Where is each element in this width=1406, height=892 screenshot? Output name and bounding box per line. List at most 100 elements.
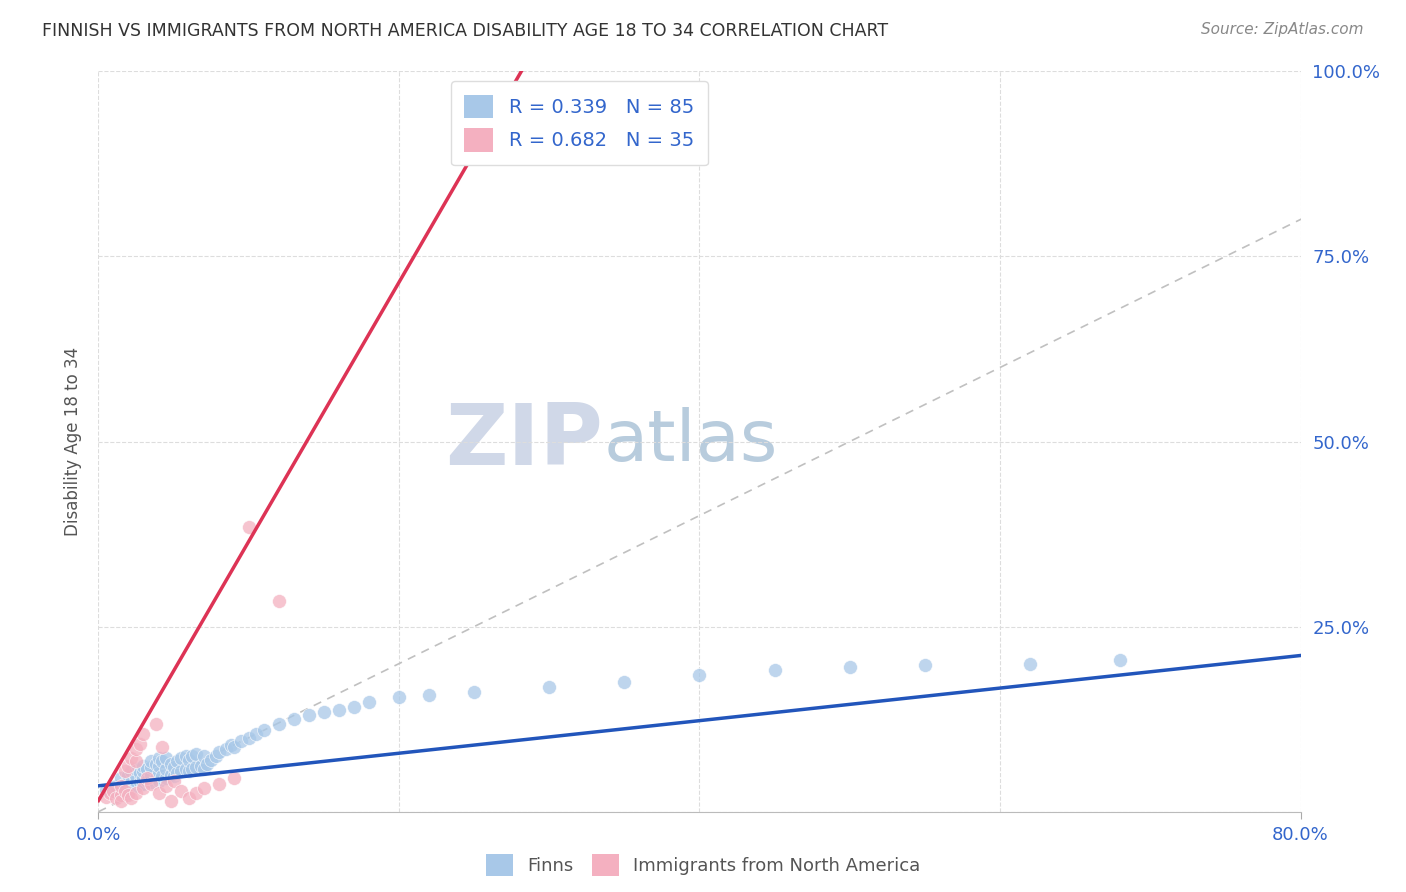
Point (166, 755, 188, 769)
Point (1109, 653, 1132, 667)
Point (121, 764, 143, 778)
Point (195, 756, 218, 771)
Point (150, 739, 173, 754)
Point (103, 784, 125, 798)
Point (170, 764, 193, 778)
Point (174, 762, 197, 776)
Point (418, 688, 440, 702)
Point (245, 727, 267, 741)
Point (208, 776, 231, 790)
Point (132, 776, 155, 790)
Point (267, 717, 290, 731)
Text: Source: ZipAtlas.com: Source: ZipAtlas.com (1201, 22, 1364, 37)
Point (159, 794, 181, 808)
Point (463, 685, 485, 699)
Text: atlas: atlas (603, 407, 778, 476)
Point (139, 775, 162, 789)
Point (155, 762, 177, 776)
Point (162, 769, 184, 783)
Point (121, 751, 143, 765)
Point (139, 760, 162, 774)
Point (166, 766, 188, 780)
Point (155, 779, 177, 793)
Point (114, 784, 136, 798)
Point (125, 786, 148, 800)
Point (121, 791, 143, 805)
Point (222, 772, 245, 786)
Point (135, 772, 157, 786)
Point (117, 789, 139, 803)
Point (162, 773, 184, 788)
Point (150, 769, 173, 783)
Point (148, 786, 170, 800)
Point (110, 789, 132, 803)
Point (184, 786, 207, 800)
Point (125, 773, 148, 788)
Point (238, 731, 260, 745)
Point (129, 737, 152, 751)
Point (343, 699, 366, 714)
Point (177, 753, 200, 767)
Point (145, 717, 167, 731)
Point (193, 780, 215, 795)
Point (105, 779, 128, 793)
Point (135, 773, 157, 788)
Point (125, 762, 148, 776)
Point (110, 772, 132, 786)
Point (150, 755, 173, 769)
Point (117, 767, 139, 781)
Legend: Finns, Immigrants from North America: Finns, Immigrants from North America (478, 847, 928, 883)
Point (139, 767, 162, 781)
Legend: R = 0.339   N = 85, R = 0.682   N = 35: R = 0.339 N = 85, R = 0.682 N = 35 (451, 81, 707, 166)
Point (103, 784, 125, 798)
Point (388, 690, 411, 704)
Point (184, 747, 207, 761)
Point (105, 791, 128, 805)
Point (145, 772, 167, 786)
Point (114, 764, 136, 778)
Point (215, 741, 238, 756)
Point (129, 775, 152, 789)
Point (94, 782, 117, 797)
Point (148, 773, 170, 788)
Point (135, 762, 157, 776)
Point (357, 695, 380, 709)
Point (1019, 657, 1042, 671)
Point (159, 767, 181, 781)
Point (110, 794, 132, 808)
Point (139, 776, 162, 790)
Point (231, 734, 253, 748)
Point (125, 741, 148, 756)
Point (132, 727, 155, 741)
Point (238, 519, 260, 533)
Point (180, 762, 202, 776)
Point (132, 764, 155, 778)
Point (162, 760, 184, 774)
Point (328, 702, 350, 716)
Point (193, 762, 215, 776)
Point (125, 779, 148, 793)
Point (838, 660, 860, 674)
Point (139, 755, 162, 769)
Point (129, 766, 152, 780)
Point (114, 776, 136, 790)
Point (170, 751, 193, 765)
Point (110, 779, 132, 793)
Point (155, 772, 177, 786)
Point (688, 667, 710, 681)
Point (177, 764, 200, 778)
Point (184, 760, 207, 774)
Point (283, 712, 305, 726)
Point (170, 784, 193, 798)
Point (148, 766, 170, 780)
Point (145, 756, 167, 771)
Point (132, 780, 155, 795)
Point (132, 759, 155, 773)
Point (180, 749, 202, 764)
Point (914, 658, 936, 673)
Point (148, 759, 170, 773)
Point (763, 663, 786, 677)
Text: ZIP: ZIP (446, 400, 603, 483)
Y-axis label: Disability Age 18 to 34: Disability Age 18 to 34 (63, 347, 82, 536)
Point (132, 772, 155, 786)
